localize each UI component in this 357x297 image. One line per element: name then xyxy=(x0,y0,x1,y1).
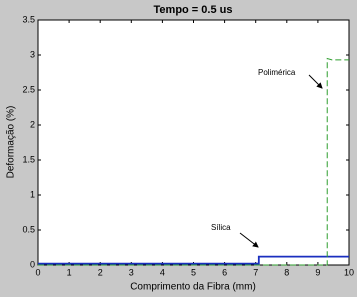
y-tick-label: 0.5 xyxy=(22,224,35,234)
x-tick-label: 9 xyxy=(315,267,320,277)
x-tick-label: 3 xyxy=(129,267,134,277)
y-tick-label: 0 xyxy=(30,259,35,269)
y-tick-label: 3.5 xyxy=(22,14,35,24)
chart-title: Tempo = 0.5 us xyxy=(154,4,233,16)
annotation: Sílica xyxy=(211,223,231,232)
plot-area xyxy=(37,19,350,266)
annotation-arrow xyxy=(239,232,259,248)
y-tick-label: 2.5 xyxy=(22,84,35,94)
x-tick-label: 6 xyxy=(222,267,227,277)
x-tick-label: 10 xyxy=(344,267,354,277)
y-tick-label: 2 xyxy=(30,119,35,129)
x-tick-label: 5 xyxy=(191,267,196,277)
x-tick-label: 4 xyxy=(160,267,165,277)
series-line xyxy=(38,255,349,265)
x-tick-label: 1 xyxy=(67,267,72,277)
y-axis-label: Deformação (%) xyxy=(6,106,17,179)
annotation: Polimérica xyxy=(258,68,296,77)
x-tick-label: 8 xyxy=(284,267,289,277)
y-tick-label: 1.5 xyxy=(22,154,35,164)
x-tick-label: 7 xyxy=(253,267,258,277)
annotation-arrow xyxy=(308,74,323,89)
y-tick-label: 1 xyxy=(30,189,35,199)
x-axis-label: Comprimento da Fibra (mm) xyxy=(130,282,256,293)
y-tick-label: 3 xyxy=(30,49,35,59)
x-tick-label: 2 xyxy=(98,267,103,277)
series-line xyxy=(38,57,349,266)
x-tick-label: 0 xyxy=(35,267,40,277)
